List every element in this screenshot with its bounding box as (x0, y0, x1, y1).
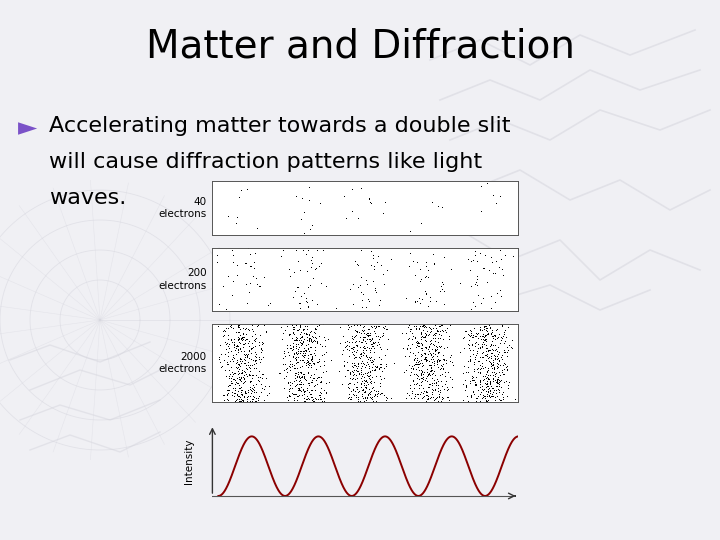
Text: 200
electrons: 200 electrons (158, 268, 207, 291)
Text: ►: ► (18, 116, 37, 140)
Text: will cause diffraction patterns like light: will cause diffraction patterns like lig… (49, 152, 482, 172)
Text: Accelerating matter towards a double slit: Accelerating matter towards a double sli… (49, 116, 510, 136)
Text: Intensity: Intensity (184, 439, 194, 484)
Text: waves.: waves. (49, 188, 126, 208)
Text: Matter and Diffraction: Matter and Diffraction (145, 27, 575, 65)
Text: 40
electrons: 40 electrons (158, 197, 207, 219)
Text: 2000
electrons: 2000 electrons (158, 352, 207, 374)
